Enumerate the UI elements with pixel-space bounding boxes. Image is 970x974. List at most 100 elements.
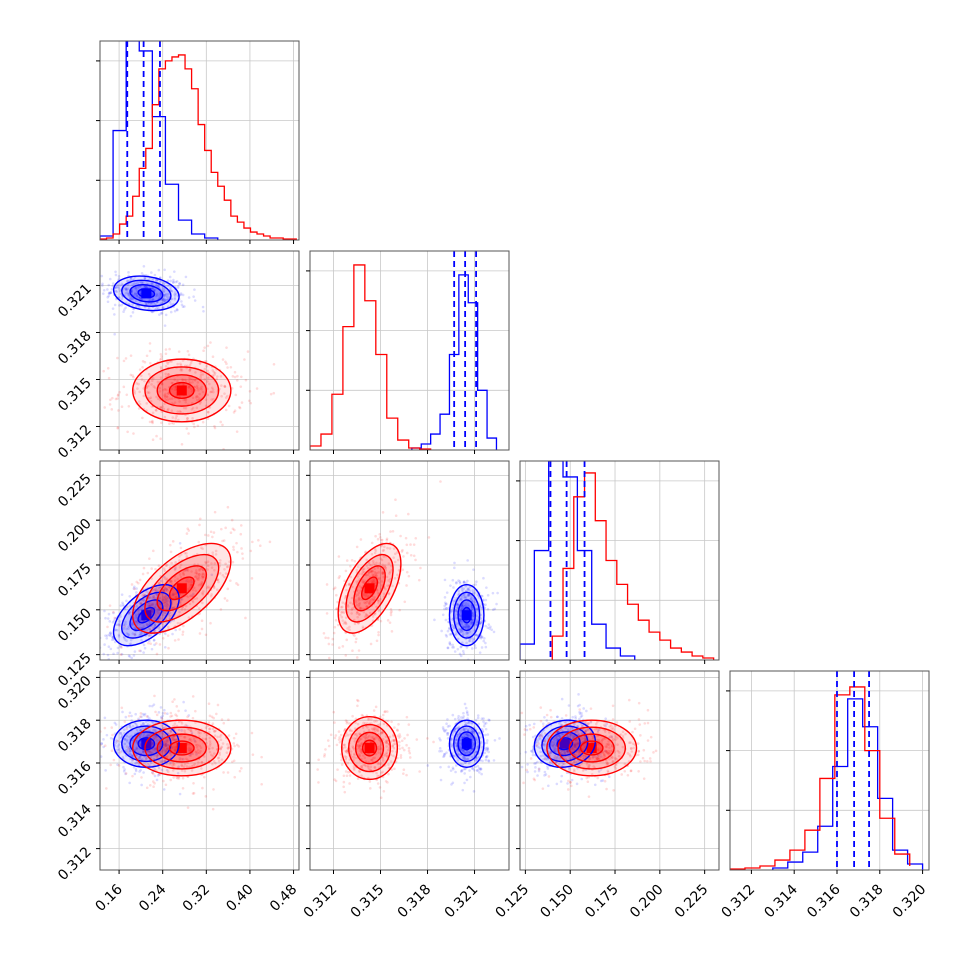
- scatter-point: [398, 744, 401, 747]
- scatter-point: [134, 650, 137, 653]
- scatter-point: [528, 724, 531, 727]
- scatter-point: [452, 586, 455, 589]
- scatter-point: [568, 704, 571, 707]
- scatter-point: [348, 782, 351, 785]
- scatter-point: [475, 580, 478, 583]
- scatter-point: [160, 353, 163, 356]
- scatter-point: [128, 405, 131, 408]
- scatter-point: [328, 657, 331, 660]
- scatter-point: [453, 567, 456, 570]
- scatter-point: [115, 274, 118, 277]
- scatter-point: [187, 350, 190, 353]
- scatter-point: [462, 715, 465, 718]
- scatter-point: [576, 783, 579, 786]
- scatter-point: [165, 352, 168, 355]
- scatter-point: [235, 394, 238, 397]
- scatter-point: [394, 498, 397, 501]
- scatter-point: [167, 634, 170, 637]
- scatter-point: [406, 734, 409, 737]
- scatter-point: [114, 270, 117, 273]
- scatter-point: [450, 769, 453, 772]
- scatter-point: [112, 282, 115, 285]
- scatter-point: [548, 775, 551, 778]
- scatter-point: [108, 620, 111, 623]
- scatter-point: [224, 360, 227, 363]
- scatter-point: [449, 643, 452, 646]
- scatter-point: [130, 719, 133, 722]
- scatter-point: [164, 324, 167, 327]
- scatter-point: [337, 624, 340, 627]
- scatter-point: [415, 738, 418, 741]
- scatter-point: [383, 711, 386, 714]
- scatter-point: [221, 424, 224, 427]
- scatter-point: [269, 541, 272, 544]
- scatter-point: [453, 562, 456, 565]
- scatter-point: [186, 715, 189, 718]
- scatter-point: [454, 718, 457, 721]
- scatter-point: [487, 608, 490, 611]
- scatter-point: [192, 295, 195, 298]
- scatter-point: [107, 367, 110, 370]
- scatter-point: [240, 375, 243, 378]
- scatter-point: [251, 732, 254, 735]
- scatter-point: [328, 745, 331, 748]
- scatter-point: [102, 292, 105, 295]
- scatter-point: [222, 358, 225, 361]
- scatter-point: [637, 770, 640, 773]
- scatter-point: [634, 728, 637, 731]
- scatter-point: [174, 629, 177, 632]
- scatter-point: [179, 793, 182, 796]
- scatter-point: [117, 409, 120, 412]
- scatter-point: [534, 766, 537, 769]
- scatter-point: [457, 661, 460, 664]
- scatter-point: [402, 772, 405, 775]
- scatter-point: [152, 773, 155, 776]
- scatter-point: [439, 747, 442, 750]
- scatter-point: [109, 278, 112, 281]
- scatter-point: [570, 785, 573, 788]
- scatter-point: [107, 617, 110, 620]
- scatter-point: [339, 663, 342, 666]
- scatter-point: [104, 769, 107, 772]
- scatter-point: [175, 705, 178, 708]
- scatter-point: [446, 718, 449, 721]
- scatter-point: [212, 808, 215, 811]
- scatter-point: [643, 722, 646, 725]
- scatter-point: [125, 357, 128, 360]
- scatter-point: [247, 350, 250, 353]
- scatter-point: [112, 611, 115, 614]
- scatter-point: [333, 721, 336, 724]
- scatter-point: [432, 741, 435, 744]
- scatter-point: [182, 284, 185, 287]
- scatter-point: [146, 354, 149, 357]
- scatter-point: [521, 712, 524, 715]
- scatter-point: [115, 398, 118, 401]
- scatter-point: [459, 653, 462, 656]
- scatter-point: [127, 271, 130, 274]
- scatter-point: [427, 764, 430, 767]
- scatter-point: [477, 717, 480, 720]
- scatter-point: [414, 559, 417, 562]
- scatter-point: [170, 551, 173, 554]
- scatter-point: [438, 750, 441, 753]
- scatter-point: [447, 737, 450, 740]
- scatter-point: [118, 764, 121, 767]
- scatter-point: [487, 719, 490, 722]
- scatter-point: [544, 771, 547, 774]
- scatter-point: [513, 751, 516, 754]
- scatter-point: [149, 342, 152, 345]
- scatter-point: [406, 544, 409, 547]
- scatter-point: [336, 744, 339, 747]
- scatter-point: [447, 732, 450, 735]
- scatter-point: [174, 281, 177, 284]
- scatter-point: [227, 718, 230, 721]
- scatter-point: [408, 575, 411, 578]
- scatter-point: [152, 550, 155, 553]
- scatter-point: [161, 312, 164, 315]
- scatter-point: [124, 720, 127, 723]
- scatter-point: [171, 700, 174, 703]
- scatter-point: [180, 547, 183, 550]
- scatter-point: [109, 604, 112, 607]
- scatter-point: [116, 652, 119, 655]
- scatter-point: [141, 272, 144, 275]
